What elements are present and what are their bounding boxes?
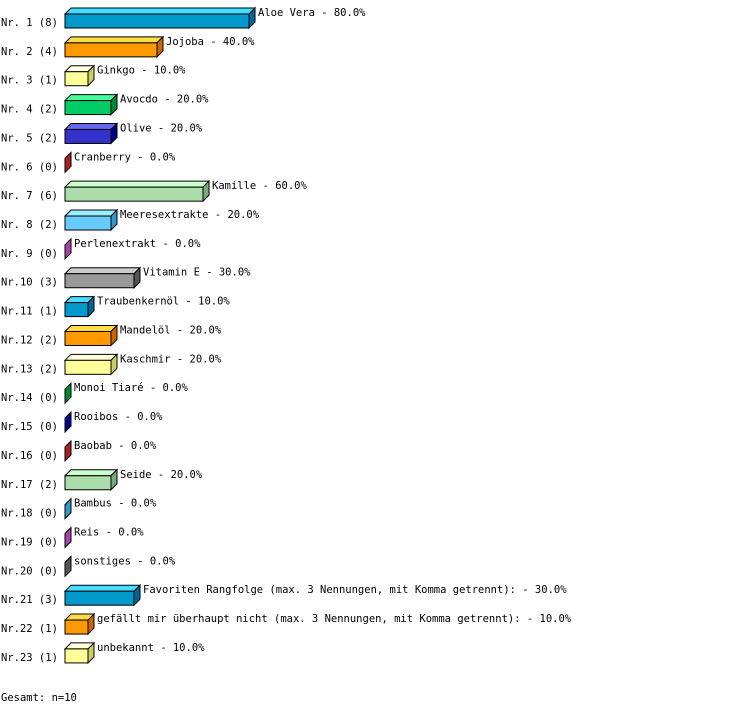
row-label: Nr. 6 (0)	[1, 161, 58, 173]
value-label: Monoi Tiaré - 0.0%	[74, 382, 188, 394]
bar-side	[110, 122, 118, 145]
bar-side	[64, 381, 72, 405]
bar-top	[63, 122, 119, 130]
bar-side	[202, 179, 210, 203]
bar-side	[133, 583, 141, 607]
value-label: Jojoba - 40.0%	[166, 36, 255, 48]
bar-top	[63, 469, 119, 477]
row-label: Nr. 8 (2)	[1, 219, 58, 231]
value-label: Bambus - 0.0%	[74, 498, 157, 510]
value-label: Ginkgo - 10.0%	[97, 65, 186, 77]
bar-side	[156, 35, 164, 59]
bar-side	[64, 439, 72, 463]
bar-front	[64, 475, 112, 491]
value-label: Kaschmir - 20.0%	[120, 353, 222, 365]
bar-side	[110, 208, 118, 232]
row-label: Nr.16 (0)	[1, 450, 58, 462]
bar-front	[64, 330, 112, 346]
bar-top	[63, 584, 142, 592]
bar-front	[64, 302, 89, 318]
value-label: Perlenextrakt - 0.0%	[74, 238, 201, 250]
bar-top	[63, 180, 211, 188]
bar-side	[64, 497, 72, 520]
bar-side	[87, 295, 95, 318]
bar-front	[64, 590, 135, 606]
total-label: Gesamt: n=10	[1, 692, 77, 704]
value-label: Seide - 20.0%	[120, 469, 203, 481]
bar-side	[64, 151, 72, 174]
bar-front	[64, 273, 135, 289]
bar-top	[63, 94, 119, 102]
bar-front	[64, 128, 112, 144]
row-label: Nr. 7 (6)	[1, 190, 58, 202]
row-label: Nr.18 (0)	[1, 508, 58, 520]
bar-front	[64, 100, 112, 116]
value-label: Vitamin E - 30.0%	[143, 267, 251, 279]
bar-front	[64, 359, 112, 375]
value-label: Traubenkernöl - 10.0%	[97, 296, 230, 308]
value-label: Baobab - 0.0%	[74, 440, 157, 452]
row-label: Nr.11 (1)	[1, 306, 58, 318]
bar-side	[248, 6, 256, 30]
value-label: Mandelöl - 20.0%	[120, 324, 222, 336]
value-label: Olive - 20.0%	[120, 122, 203, 134]
value-label: sonstiges - 0.0%	[74, 555, 176, 567]
bar-side	[64, 526, 72, 549]
bar-front	[64, 648, 89, 664]
value-label: Aloe Vera - 80.0%	[258, 7, 366, 19]
row-label: Nr.20 (0)	[1, 565, 58, 577]
row-label: Nr. 3 (1)	[1, 75, 58, 87]
bar-top	[63, 324, 119, 332]
row-label: Nr.17 (2)	[1, 479, 58, 491]
bar-side	[64, 555, 72, 578]
bar-front	[64, 186, 204, 202]
bar-top	[63, 267, 142, 275]
row-label: Nr.13 (2)	[1, 363, 58, 375]
value-label: Avocdo - 20.0%	[120, 94, 209, 106]
value-label: unbekannt - 10.0%	[97, 642, 205, 654]
value-label: Kamille - 60.0%	[212, 180, 308, 192]
bar-top	[63, 7, 257, 15]
bar-top	[63, 209, 119, 217]
row-label: Nr. 5 (2)	[1, 132, 58, 144]
row-label: Nr.22 (1)	[1, 623, 58, 635]
value-label: Favoriten Rangfolge (max. 3 Nennungen, m…	[143, 584, 567, 596]
bar-side	[133, 266, 141, 289]
row-label: Nr. 4 (2)	[1, 104, 58, 116]
bar-front	[64, 13, 250, 29]
row-label: Nr. 9 (0)	[1, 248, 58, 260]
row-label: Nr.21 (3)	[1, 594, 58, 606]
bar-side	[110, 324, 118, 347]
value-label: Reis - 0.0%	[74, 526, 144, 538]
bar-top	[63, 36, 165, 44]
bar-side	[87, 641, 95, 665]
row-label: Nr.15 (0)	[1, 421, 58, 433]
row-label: Nr.12 (2)	[1, 334, 58, 346]
bar-front	[64, 215, 112, 231]
bar-side	[110, 468, 118, 491]
value-label: Rooibos - 0.0%	[74, 411, 163, 423]
row-label: Nr.14 (0)	[1, 392, 58, 404]
bar-front	[64, 619, 89, 635]
bar-front	[64, 71, 89, 87]
row-label: Nr. 1 (8)	[1, 17, 58, 29]
value-label: Cranberry - 0.0%	[74, 151, 176, 163]
bar-side	[64, 237, 72, 261]
bar-side	[87, 64, 95, 87]
value-label: Meeresextrakte - 20.0%	[120, 209, 260, 221]
row-label: Nr. 2 (4)	[1, 46, 58, 58]
bar-front	[64, 42, 158, 58]
bar-side	[110, 353, 118, 376]
value-label: gefällt mir überhaupt nicht (max. 3 Nenn…	[97, 613, 572, 625]
row-label: Nr.19 (0)	[1, 536, 58, 548]
bar-side	[110, 93, 118, 116]
row-label: Nr.10 (3)	[1, 277, 58, 289]
bar-side	[87, 612, 95, 636]
bar-side	[64, 410, 72, 434]
bar-top	[63, 353, 119, 361]
row-label: Nr.23 (1)	[1, 652, 58, 664]
